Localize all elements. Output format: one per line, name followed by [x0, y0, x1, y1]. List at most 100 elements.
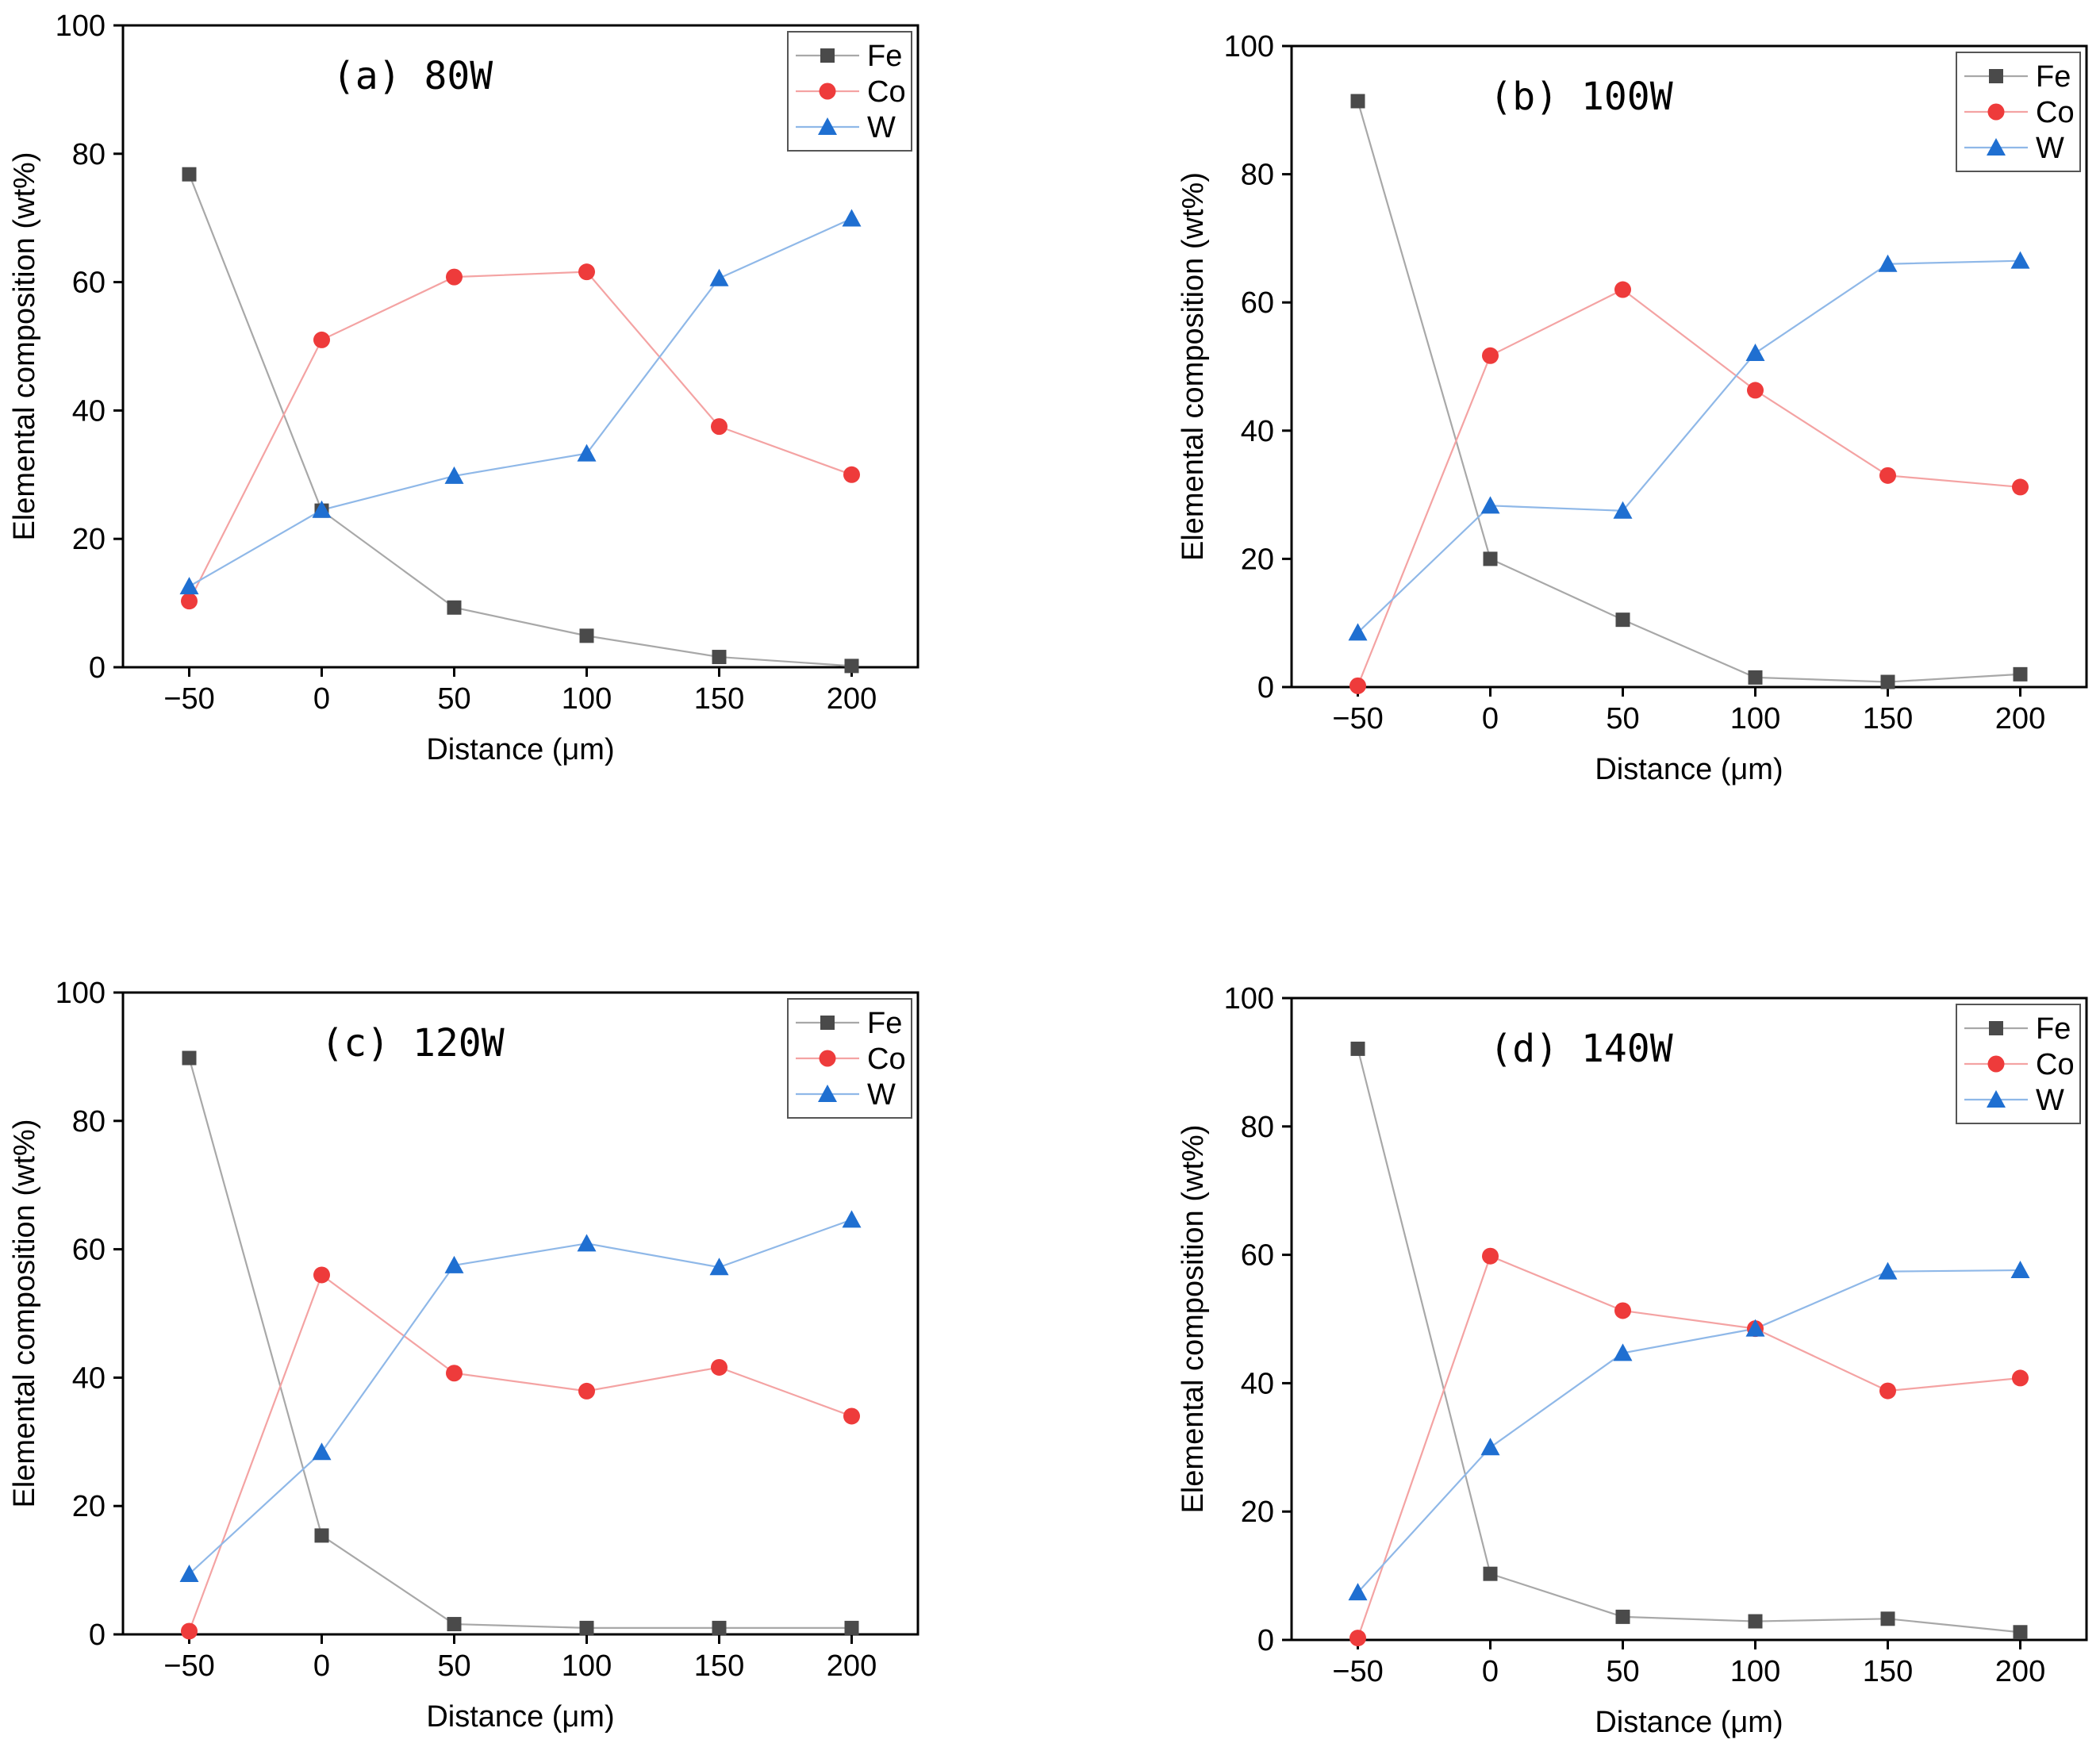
- y-tick-label: 80: [1241, 1111, 1274, 1144]
- y-tick-label: 80: [72, 1105, 106, 1139]
- series-line-w: [1357, 1269, 2021, 1593]
- data-point-w: [179, 1564, 199, 1582]
- y-tick-label: 100: [56, 977, 106, 1010]
- data-point-fe: [579, 1620, 594, 1635]
- data-point-co: [578, 263, 595, 281]
- plot-frame: [121, 991, 919, 1636]
- chart-panel-3: −50 0 50 100 150 200 0 20 40 60 80 100 Distance (μm)…: [1177, 982, 2088, 1739]
- panel-title: (d) 140W: [1489, 1027, 1672, 1071]
- data-point-w: [312, 1442, 332, 1461]
- data-point-w: [1745, 1319, 1765, 1337]
- legend-marker-w: [818, 1085, 837, 1102]
- data-point-co: [843, 466, 860, 483]
- data-point-fe: [1350, 1041, 1365, 1056]
- data-point-fe: [1748, 1614, 1763, 1629]
- data-point-fe: [844, 659, 859, 674]
- legend-marker-co: [819, 1050, 836, 1067]
- series-line-fe: [188, 1058, 852, 1630]
- data-point-fe: [1483, 551, 1498, 566]
- y-tick-label: 20: [72, 1490, 106, 1523]
- data-point-co: [1879, 1382, 1896, 1400]
- y-axis-title: Elemental composition (wt%): [1177, 172, 1210, 561]
- y-tick-label: 100: [1224, 30, 1274, 63]
- x-tick-label: −50: [163, 1649, 214, 1683]
- y-tick-label: 100: [56, 10, 106, 43]
- plot-frame: [121, 24, 919, 669]
- panel-title: (c) 120W: [321, 1021, 504, 1066]
- data-point-co: [1482, 347, 1499, 364]
- x-tick-label: 50: [437, 682, 470, 716]
- data-point-w: [577, 1234, 597, 1252]
- chart-panel-1: −50 0 50 100 150 200 0 20 40 60 80 100 Distance (μm)…: [1177, 30, 2088, 786]
- x-tick-label: −50: [1332, 702, 1383, 735]
- series-line-co: [188, 271, 852, 602]
- data-point-co: [1614, 281, 1631, 298]
- series-line-w: [188, 217, 852, 588]
- data-point-co: [2012, 478, 2029, 496]
- legend-marker-w: [1987, 138, 2006, 156]
- x-tick-label: 200: [827, 682, 877, 716]
- x-tick-label: 50: [1606, 1655, 1639, 1688]
- legend-marker-w: [1987, 1090, 2006, 1108]
- data-point-w: [1480, 1438, 1500, 1456]
- data-point-w: [444, 466, 464, 484]
- data-point-w: [1480, 496, 1500, 514]
- data-point-w: [1613, 1343, 1633, 1361]
- legend-label: Fe: [2036, 1012, 2071, 1046]
- y-tick-label: 100: [1224, 982, 1274, 1016]
- data-point-w: [1613, 501, 1633, 519]
- x-tick-label: 150: [1863, 702, 1913, 735]
- x-tick-label: −50: [163, 682, 214, 716]
- x-tick-label: 150: [694, 1649, 744, 1683]
- x-axis-title: Distance (μm): [426, 1700, 614, 1734]
- x-tick-label: 200: [1995, 702, 2045, 735]
- data-point-w: [312, 500, 332, 518]
- legend-label: Fe: [2036, 60, 2071, 94]
- panel-title: (b) 100W: [1489, 75, 1672, 119]
- data-point-co: [2012, 1369, 2029, 1387]
- y-tick-label: 40: [72, 1361, 106, 1395]
- x-axis-title: Distance (μm): [426, 733, 614, 766]
- y-tick-label: 80: [1241, 159, 1274, 192]
- series-line-co: [1357, 1254, 2021, 1638]
- legend-marker-co: [1987, 1055, 2005, 1073]
- x-tick-label: 0: [1482, 702, 1499, 735]
- y-tick-label: 0: [89, 651, 106, 685]
- data-point-fe: [712, 1620, 727, 1635]
- legend-label: Co: [2036, 96, 2075, 129]
- data-point-fe: [1350, 94, 1365, 109]
- legend-marker-w: [818, 117, 837, 135]
- data-point-co: [1482, 1247, 1499, 1265]
- chart-panel-2: −50 0 50 100 150 200 0 20 40 60 80 100 Distance (μm)…: [8, 977, 919, 1734]
- legend-label: Fe: [867, 1007, 902, 1040]
- data-point-co: [446, 1365, 463, 1382]
- data-point-co: [313, 331, 330, 348]
- y-tick-label: 40: [72, 394, 106, 428]
- x-axis-title: Distance (μm): [1595, 1706, 1783, 1739]
- data-point-co: [1349, 1630, 1366, 1647]
- data-point-fe: [1483, 1566, 1498, 1581]
- x-tick-label: 0: [313, 682, 330, 716]
- data-point-fe: [447, 1617, 462, 1632]
- legend-marker-co: [819, 83, 836, 100]
- data-point-fe: [579, 628, 594, 643]
- data-point-fe: [314, 1528, 329, 1543]
- legend-label: W: [2036, 1084, 2064, 1117]
- panel-title: (a) 80W: [332, 54, 493, 98]
- data-point-fe: [1615, 612, 1630, 628]
- data-point-w: [1878, 1261, 1898, 1280]
- x-tick-label: 100: [562, 682, 612, 716]
- data-point-co: [446, 268, 463, 286]
- x-tick-label: 0: [313, 1649, 330, 1683]
- data-point-co: [1349, 677, 1366, 694]
- data-point-w: [2010, 251, 2030, 269]
- data-point-co: [843, 1407, 860, 1425]
- x-tick-label: 150: [694, 682, 744, 716]
- series-line-fe: [1357, 101, 2021, 683]
- series-line-co: [188, 1273, 852, 1632]
- y-tick-label: 20: [1241, 543, 1274, 576]
